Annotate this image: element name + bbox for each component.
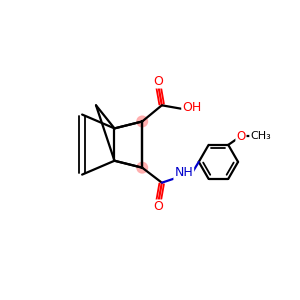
Text: CH₃: CH₃ [250,131,271,141]
Text: O: O [153,200,163,213]
Text: O: O [153,74,163,88]
Circle shape [137,116,148,127]
Text: NH: NH [174,167,193,179]
Text: O: O [236,130,246,142]
Circle shape [137,162,148,173]
Text: OH: OH [182,101,202,114]
